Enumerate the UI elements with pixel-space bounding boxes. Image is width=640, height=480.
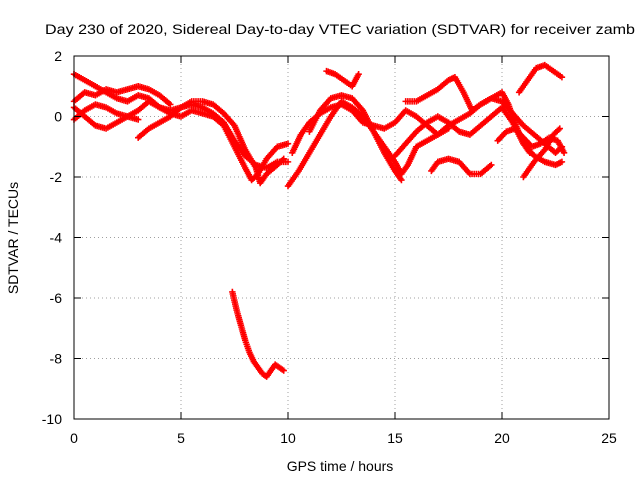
- x-tick-label: 10: [280, 430, 296, 446]
- data-point: [560, 149, 568, 156]
- series-track-14: [428, 155, 495, 178]
- series-track-10: [323, 67, 362, 90]
- data-point: [284, 140, 292, 147]
- data-point: [355, 70, 362, 78]
- series-track-16: [515, 61, 566, 96]
- data-point: [280, 155, 287, 163]
- y-tick-label: -4: [50, 230, 63, 246]
- x-axis-label: GPS time / hours: [287, 458, 394, 474]
- series-track-9: [306, 92, 405, 184]
- y-tick-label: 2: [54, 48, 62, 64]
- y-tick-label: -2: [50, 169, 63, 185]
- ticks: [73, 55, 610, 420]
- data-point: [556, 125, 563, 132]
- data-point: [398, 176, 405, 184]
- data-point: [555, 126, 562, 134]
- series-track-6: [229, 288, 287, 380]
- y-tick-label: -6: [50, 290, 63, 306]
- data-point: [558, 158, 566, 166]
- series-track-13: [413, 95, 566, 156]
- series-track-4: [70, 101, 142, 123]
- y-tick-label: -10: [42, 411, 62, 427]
- series-track-2: [70, 83, 174, 108]
- y-tick-label: -8: [50, 351, 63, 367]
- x-tick-label: 5: [177, 430, 185, 446]
- data-point: [167, 101, 174, 108]
- data-point: [279, 156, 286, 164]
- plot-area: [74, 56, 609, 419]
- x-tick-label: 25: [601, 430, 617, 446]
- x-tick-label: 0: [70, 430, 78, 446]
- y-axis-label: SDTVAR / TECUs: [5, 182, 21, 294]
- x-tick-label: 15: [387, 430, 403, 446]
- series-track-17: [494, 125, 568, 156]
- series-track-3: [70, 98, 292, 184]
- data-point: [488, 161, 495, 169]
- series-track-5: [135, 98, 287, 187]
- x-tick-label: 20: [494, 430, 510, 446]
- data-point: [284, 158, 292, 166]
- data-point: [280, 367, 287, 374]
- y-tick-label: 0: [54, 109, 62, 125]
- data-point: [135, 116, 142, 123]
- chart-title: Day 230 of 2020, Sidereal Day-to-day VTE…: [45, 21, 635, 37]
- data-point: [558, 73, 566, 81]
- data-point: [526, 149, 534, 156]
